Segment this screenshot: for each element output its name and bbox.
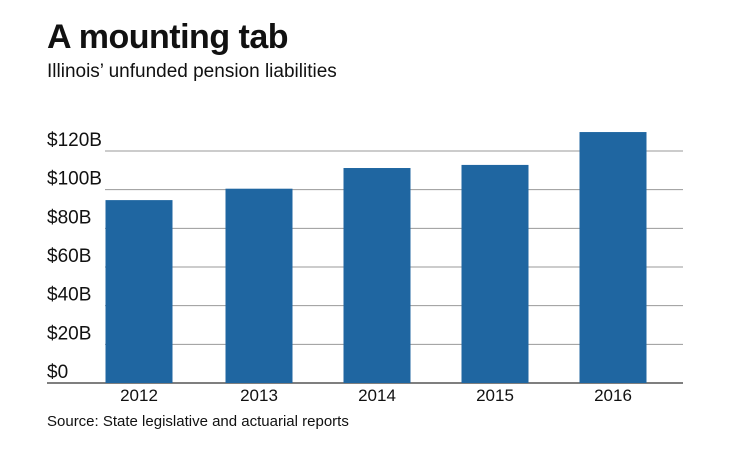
bar-2012 <box>105 200 173 383</box>
source-note: Source: State legislative and actuarial … <box>47 413 349 430</box>
x-tick-label: 2012 <box>120 386 158 405</box>
bar-2015 <box>461 164 529 383</box>
y-tick-label: $0 <box>47 362 68 383</box>
chart-subtitle: Illinois’ unfunded pension liabilities <box>47 61 337 82</box>
y-tick-label: $120B <box>47 130 102 151</box>
bar-2013 <box>225 188 293 383</box>
y-tick-label: $100B <box>47 169 102 190</box>
bar-2014 <box>343 168 411 383</box>
y-tick-label: $40B <box>47 285 91 306</box>
x-tick-label: 2015 <box>476 386 514 405</box>
x-tick-label: 2013 <box>240 386 278 405</box>
y-tick-label: $20B <box>47 323 91 344</box>
y-tick-label: $80B <box>47 207 91 228</box>
bar-2016 <box>579 132 647 383</box>
y-tick-label: $60B <box>47 246 91 267</box>
chart-title: A mounting tab <box>47 18 289 56</box>
x-tick-label: 2014 <box>358 386 396 405</box>
x-tick-label: 2016 <box>594 386 632 405</box>
